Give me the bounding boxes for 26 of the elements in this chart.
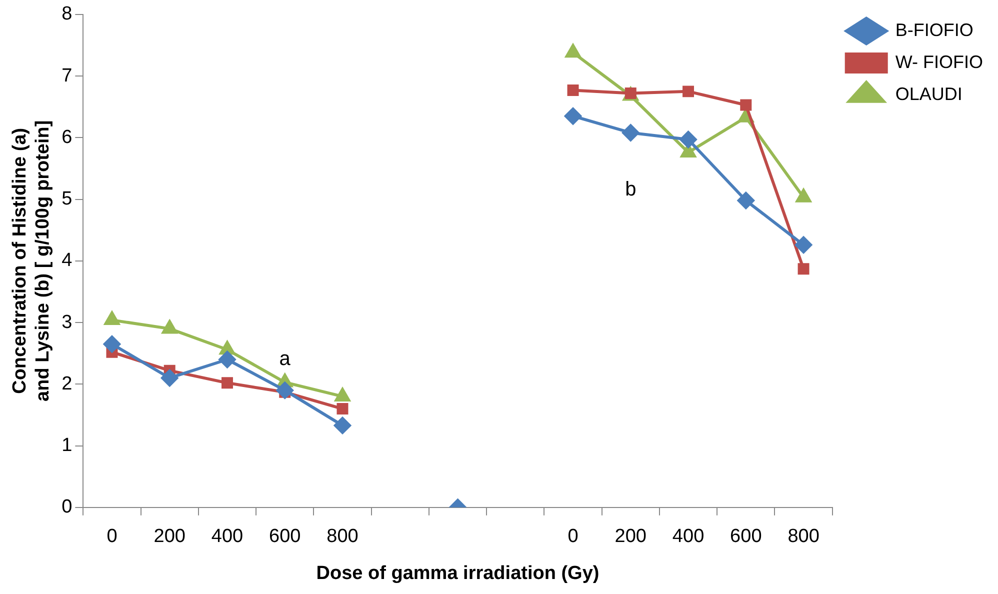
y-tick-label: 6 [62, 126, 72, 148]
x-tick-label: 400 [672, 526, 704, 548]
x-tick-label: 0 [106, 526, 118, 548]
legend-label: B-FIOFIO [895, 20, 974, 40]
x-tick-label: 600 [269, 526, 301, 548]
y-tick-label: 0 [62, 496, 72, 518]
x-tick-label: 200 [614, 526, 646, 548]
x-axis-title: Dose of gamma irradiation (Gy) [316, 562, 600, 584]
x-tick-label: 400 [211, 526, 244, 548]
x-tick-label: 600 [730, 526, 762, 548]
annotation: a [279, 348, 292, 370]
y-axis-title: Concentration of Histidine (a) and Lysine (b) [ g/100g protein] [10, 120, 54, 402]
y-tick-label: 4 [62, 250, 73, 272]
y-tick-label: 3 [62, 312, 72, 333]
legend-label: OLAUDI [895, 84, 962, 104]
y-tick-label: 5 [62, 188, 72, 210]
y-tick-label: 8 [62, 4, 72, 25]
x-tick-label: 200 [154, 526, 186, 548]
x-tick-label: 0 [568, 526, 578, 548]
annotation: b [625, 178, 636, 201]
x-tick-label: 800 [326, 526, 358, 548]
y-tick-label: 7 [62, 65, 72, 86]
legend-label: W- FIOFIO [895, 52, 984, 72]
x-tick-label: 800 [788, 526, 820, 548]
y-tick-label: 1 [62, 435, 72, 456]
y-tick-label: 2 [62, 373, 72, 394]
